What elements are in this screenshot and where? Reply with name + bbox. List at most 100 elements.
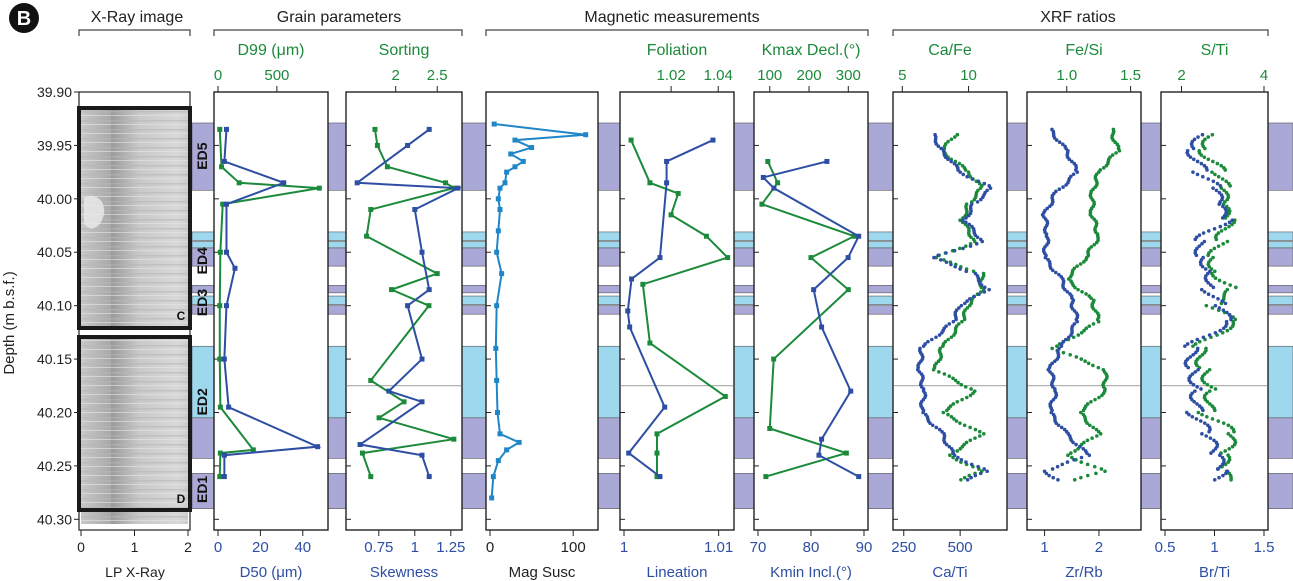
data-point — [1191, 157, 1196, 162]
data-point — [941, 344, 945, 348]
data-point — [856, 233, 862, 239]
data-point — [1195, 363, 1199, 368]
data-point — [1055, 464, 1060, 469]
data-point — [949, 159, 953, 164]
data-point — [765, 158, 771, 164]
data-point — [494, 377, 500, 383]
data-point — [1081, 447, 1086, 451]
group-title-xray: X-Ray image — [91, 9, 184, 26]
bottom-tick-label: 1 — [620, 539, 628, 556]
data-point — [977, 292, 981, 297]
data-point — [1201, 335, 1206, 340]
data-point — [1215, 161, 1220, 166]
data-point — [963, 385, 968, 389]
data-point — [654, 450, 660, 456]
data-point — [845, 255, 851, 261]
data-point — [1066, 453, 1070, 458]
data-point — [972, 197, 977, 202]
data-point — [1190, 339, 1194, 344]
data-point — [434, 271, 440, 277]
data-point — [940, 331, 944, 335]
data-point — [489, 495, 495, 501]
data-point — [1084, 326, 1089, 331]
data-point — [1210, 132, 1215, 137]
data-point — [1193, 389, 1197, 393]
data-point — [1186, 365, 1191, 370]
data-point — [1225, 310, 1229, 315]
bottom-tick-label: 0.5 — [1155, 539, 1176, 556]
depth-tick-label: 39.90 — [37, 84, 72, 100]
data-point — [937, 333, 942, 337]
data-point — [921, 344, 926, 348]
data-point — [664, 158, 670, 164]
data-point — [957, 161, 962, 166]
data-point — [955, 400, 960, 404]
data-point — [1075, 319, 1079, 324]
top-tick-label: 500 — [264, 67, 289, 84]
data-point — [1065, 289, 1070, 294]
data-point — [1216, 174, 1221, 179]
data-point — [493, 345, 499, 351]
data-point — [976, 464, 980, 469]
data-point — [1066, 335, 1071, 340]
data-point — [1091, 425, 1096, 430]
panel-xlabel: Br/Ti — [1199, 564, 1230, 581]
event-deposit-label: ED3 — [194, 289, 210, 316]
data-point — [982, 290, 987, 294]
data-point — [1206, 157, 1211, 162]
data-point — [930, 423, 935, 428]
data-point — [824, 158, 830, 164]
data-point — [979, 283, 984, 287]
data-point — [368, 207, 374, 213]
panel-xlabel: Zr/Rb — [1065, 564, 1103, 581]
data-point — [959, 303, 964, 308]
data-point — [956, 322, 961, 326]
xray-tick-label: 0 — [77, 539, 85, 555]
data-point — [954, 317, 958, 322]
depth-tick-label: 40.10 — [37, 298, 72, 314]
data-point — [1192, 137, 1197, 142]
data-point — [1223, 226, 1228, 231]
data-point — [1087, 423, 1092, 428]
data-point — [947, 374, 952, 378]
data-point — [217, 450, 223, 456]
data-point — [941, 410, 946, 415]
data-point — [1192, 400, 1196, 404]
data-point — [1225, 197, 1230, 202]
data-point — [965, 174, 969, 179]
data-point — [1200, 174, 1205, 179]
data-point — [374, 142, 380, 148]
data-point — [426, 287, 432, 293]
data-point — [419, 452, 425, 458]
data-point — [1044, 471, 1049, 476]
data-point — [946, 139, 950, 144]
data-point — [1073, 285, 1077, 290]
core-label-d: D — [177, 492, 186, 506]
data-point — [848, 388, 854, 394]
data-point — [405, 303, 411, 309]
data-point — [1208, 283, 1213, 287]
core-section-d — [81, 338, 188, 524]
data-point — [1074, 442, 1078, 447]
top-tick-label: 0 — [214, 67, 222, 84]
data-point — [1221, 204, 1225, 209]
data-point — [1053, 359, 1057, 364]
depth-tick-label: 40.05 — [37, 244, 72, 260]
xray-axis: 0 1 2 LP X-Ray — [77, 530, 192, 580]
data-point — [1087, 453, 1092, 458]
data-point — [973, 436, 977, 440]
data-point — [964, 220, 968, 225]
data-point — [1216, 296, 1220, 301]
data-point — [1229, 317, 1233, 322]
depth-tick-label: 40.00 — [37, 191, 72, 207]
data-point — [771, 356, 777, 362]
data-point — [939, 146, 943, 151]
data-point — [1219, 229, 1224, 233]
data-point — [412, 207, 418, 213]
data-point — [1211, 294, 1216, 299]
data-point — [664, 180, 670, 186]
data-point — [217, 303, 223, 309]
data-point — [1079, 455, 1084, 460]
xray-tick-label: 1 — [131, 539, 139, 555]
